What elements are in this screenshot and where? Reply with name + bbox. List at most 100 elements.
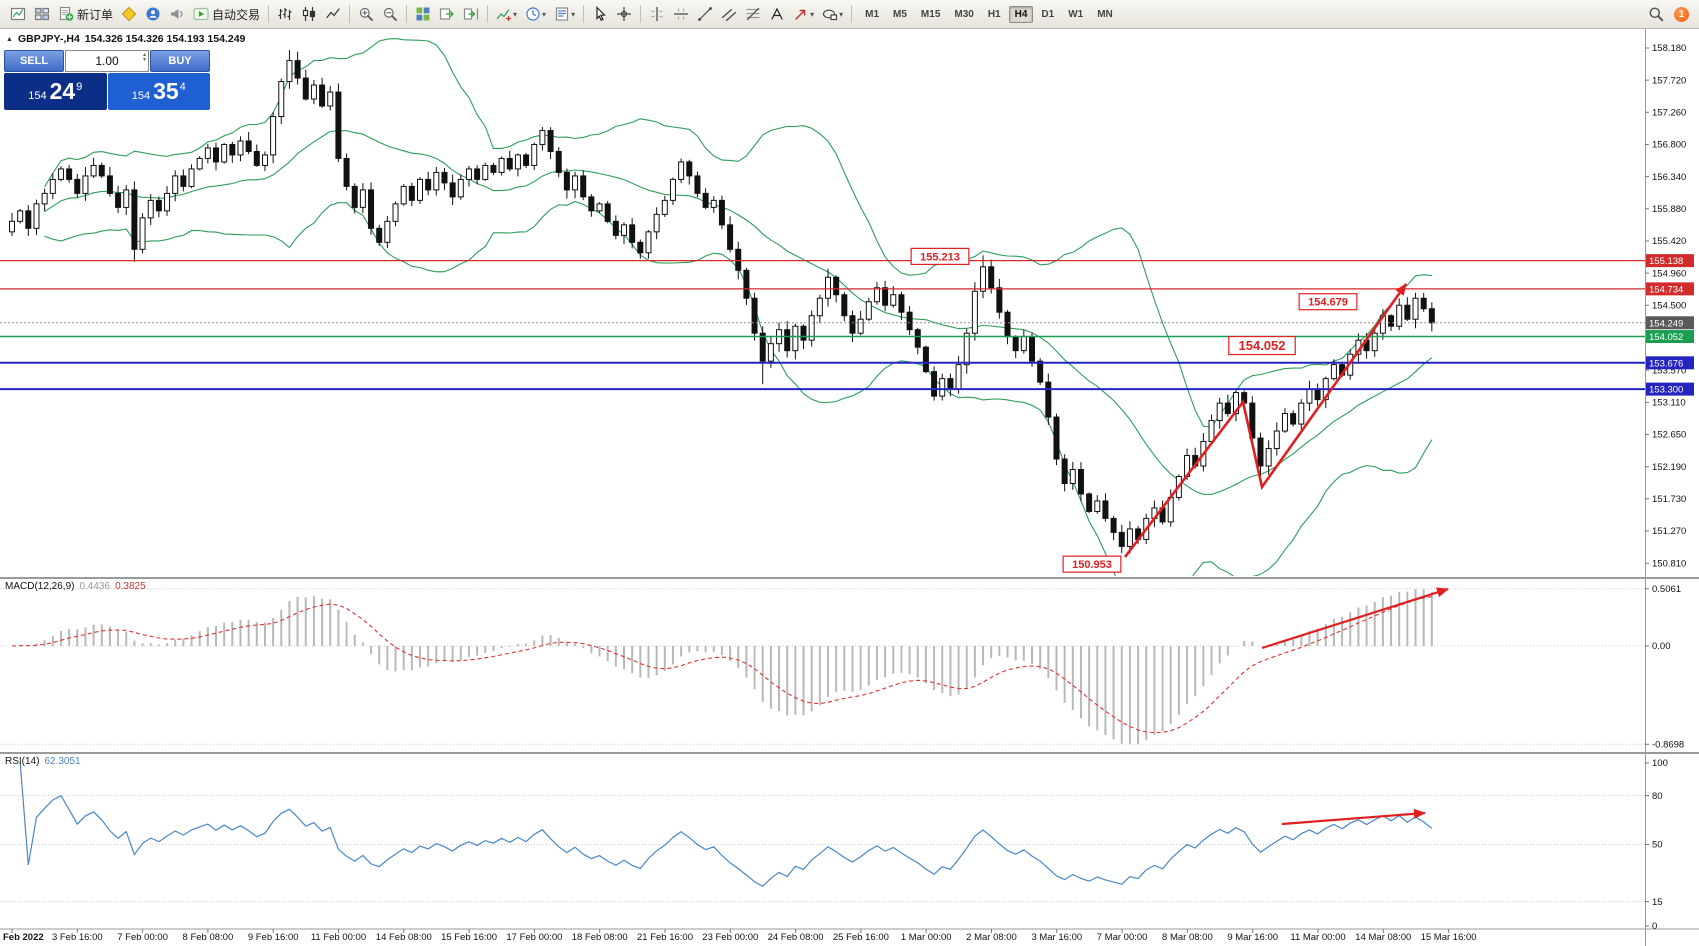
new-order-button[interactable]: 新订单 — [55, 2, 116, 26]
svg-text:14 Feb 08:00: 14 Feb 08:00 — [376, 932, 432, 943]
text-button[interactable] — [766, 2, 788, 26]
new-order-icon — [58, 6, 74, 22]
community-button[interactable] — [142, 2, 164, 26]
timeframe-button-m5[interactable]: M5 — [893, 8, 907, 20]
cursor-button[interactable] — [589, 2, 611, 26]
alerts-button[interactable] — [166, 2, 188, 26]
svg-text:8 Mar 08:00: 8 Mar 08:00 — [1162, 932, 1213, 943]
timeframe-button-h1[interactable]: H1 — [987, 8, 1001, 20]
svg-text:17 Feb 00:00: 17 Feb 00:00 — [506, 932, 562, 943]
indicators-icon — [496, 6, 512, 22]
zoom-out-icon — [382, 6, 398, 22]
svg-text:155.213: 155.213 — [920, 251, 960, 263]
buy-button[interactable]: BUY — [150, 50, 210, 72]
spinner-down-icon[interactable]: ▾ — [142, 57, 146, 64]
auto-scroll-button[interactable] — [436, 2, 458, 26]
svg-text:154.052: 154.052 — [1239, 338, 1286, 353]
chevron-down-icon: ▾ — [810, 9, 815, 19]
price-level-lines[interactable] — [0, 260, 1645, 391]
fibonacci-button[interactable] — [742, 2, 764, 26]
notification-badge[interactable]: 1 — [1674, 6, 1689, 22]
volume-input[interactable]: 1.00 ▴ ▾ — [65, 50, 149, 72]
toolbar-separator — [487, 5, 489, 23]
zoom-out-button[interactable] — [379, 2, 401, 26]
templates-icon — [554, 6, 570, 22]
price-annotations[interactable]: 155.213 154.679 154.052 150.953 — [910, 247, 1358, 573]
sell-price-point: 9 — [76, 80, 83, 93]
profiles-button[interactable] — [31, 2, 53, 26]
shapes-icon — [822, 6, 838, 22]
sell-button[interactable]: SELL — [4, 50, 64, 72]
templates-button[interactable]: ▾ — [551, 2, 578, 26]
bar-chart-icon — [277, 6, 293, 22]
svg-text:0: 0 — [1652, 921, 1657, 932]
toolbar-right: 1 — [1644, 2, 1689, 26]
periods-button[interactable]: ▾ — [522, 2, 549, 26]
crosshair-icon — [616, 6, 632, 22]
shapes-button[interactable]: ▾ — [819, 2, 846, 26]
vertical-line-button[interactable] — [646, 2, 668, 26]
search-button[interactable] — [1645, 2, 1667, 26]
buy-price-point: 4 — [179, 80, 186, 93]
new-chart-button[interactable] — [7, 2, 29, 26]
timeframe-button-w1[interactable]: W1 — [1068, 8, 1084, 20]
chevron-down-icon: ▾ — [571, 9, 576, 19]
chart-shift-button[interactable] — [460, 2, 482, 26]
buy-price[interactable]: 154 35 4 — [107, 73, 210, 110]
auto-scroll-icon — [439, 6, 455, 22]
price-axis[interactable]: 158.180 157.720 157.260 156.800 156.340 155.8… — [1645, 43, 1694, 932]
search-icon — [1648, 6, 1664, 22]
bar-chart-button[interactable] — [274, 2, 296, 26]
svg-text:154.052: 154.052 — [1649, 332, 1683, 343]
svg-text:153.570: 153.570 — [1652, 365, 1686, 376]
svg-text:158.180: 158.180 — [1652, 43, 1686, 54]
candlestick-chart-icon — [301, 6, 317, 22]
zoom-in-icon — [358, 6, 374, 22]
autotrading-icon — [193, 6, 209, 22]
equidistant-channel-button[interactable] — [718, 2, 740, 26]
svg-text:25 Feb 16:00: 25 Feb 16:00 — [833, 932, 889, 943]
macd-value-signal: 0.3825 — [115, 581, 146, 592]
indicators-button[interactable]: ▾ — [493, 2, 520, 26]
time-axis[interactable]: Feb 2022 3 Feb 16:00 7 Feb 00:00 8 Feb 08:0… — [3, 929, 1477, 943]
trendline-button[interactable] — [694, 2, 716, 26]
autotrading-button[interactable]: 自动交易 — [190, 2, 263, 26]
timeframe-button-mn[interactable]: MN — [1097, 8, 1113, 20]
sell-price[interactable]: 154 24 9 — [4, 73, 107, 110]
rsi-pane-header: RSI(14) 62.3051 — [5, 756, 81, 767]
svg-text:80: 80 — [1652, 791, 1663, 802]
line-chart-button[interactable] — [322, 2, 344, 26]
svg-text:154.960: 154.960 — [1652, 268, 1686, 279]
volume-spinner[interactable]: ▴ ▾ — [142, 52, 146, 64]
svg-text:150.953: 150.953 — [1072, 559, 1112, 571]
crosshair-button[interactable] — [613, 2, 635, 26]
timeframe-button-h4[interactable]: H4 — [1008, 5, 1034, 23]
spinner-up-icon[interactable]: ▴ — [142, 52, 146, 58]
timeframe-button-m30[interactable]: M30 — [954, 8, 974, 20]
timeframe-button-m1[interactable]: M1 — [865, 8, 880, 20]
equidistant-channel-icon — [721, 6, 737, 22]
arrows-tool-button[interactable]: ▾ — [790, 2, 817, 26]
zoom-in-button[interactable] — [355, 2, 377, 26]
svg-text:50: 50 — [1652, 840, 1663, 851]
trend-arrows[interactable] — [1123, 283, 1449, 826]
svg-text:157.260: 157.260 — [1652, 108, 1686, 119]
svg-text:18 Feb 08:00: 18 Feb 08:00 — [572, 932, 628, 943]
svg-text:-0.8698: -0.8698 — [1652, 739, 1684, 750]
svg-text:157.720: 157.720 — [1652, 75, 1686, 86]
timeframe-toolbar: M1 M5 M15 M30 H1 H4 D1 W1 MN — [858, 5, 1120, 23]
svg-text:154.679: 154.679 — [1308, 297, 1348, 309]
horizontal-line-button[interactable] — [670, 2, 692, 26]
svg-text:151.730: 151.730 — [1652, 494, 1686, 505]
tile-windows-button[interactable] — [412, 2, 434, 26]
buy-price-base: 154 — [131, 89, 151, 102]
chart-ohlc-values: 154.326 154.326 154.193 154.249 — [84, 33, 246, 45]
svg-text:156.800: 156.800 — [1652, 140, 1686, 151]
metaeditor-button[interactable] — [118, 2, 140, 26]
timeframe-button-m15[interactable]: M15 — [920, 8, 941, 20]
timeframe-button-d1[interactable]: D1 — [1041, 8, 1055, 20]
svg-text:2 Mar 08:00: 2 Mar 08:00 — [966, 932, 1017, 943]
candlestick-chart-button[interactable] — [298, 2, 320, 26]
svg-text:156.340: 156.340 — [1652, 172, 1686, 183]
